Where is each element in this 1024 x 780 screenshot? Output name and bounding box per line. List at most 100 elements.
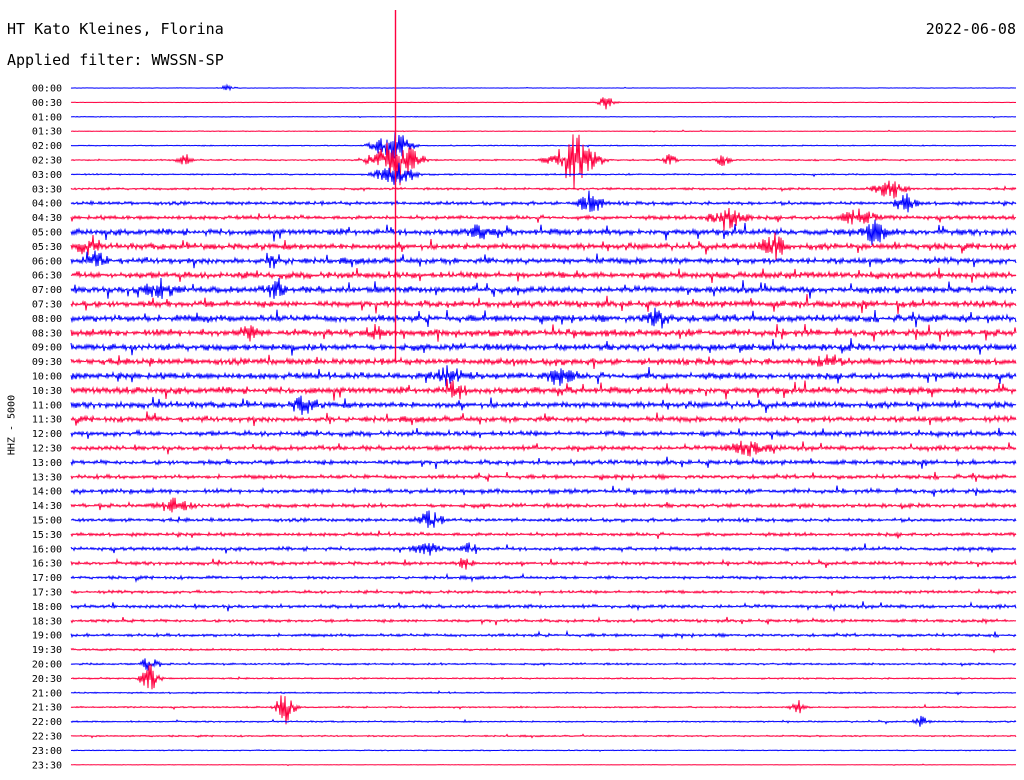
- trace-row-2200: [70, 715, 1017, 727]
- time-tick-label: 21:30: [32, 703, 62, 714]
- time-tick-label: 01:00: [32, 112, 62, 123]
- trace-row-0100: [70, 115, 1017, 119]
- time-tick-label: 00:30: [32, 98, 62, 109]
- time-tick-label: 04:30: [32, 213, 62, 224]
- trace-row-0800: [70, 307, 1017, 329]
- trace-row-1530: [70, 530, 1017, 539]
- trace-row-0830: [70, 323, 1017, 342]
- trace-row-0730: [70, 294, 1017, 314]
- time-tick-label: 20:00: [32, 660, 62, 671]
- time-tick-label: 19:30: [32, 645, 62, 656]
- time-tick-label: 15:30: [32, 530, 62, 541]
- trace-row-1130: [70, 411, 1017, 427]
- trace-row-0700: [70, 277, 1017, 299]
- time-tick-label: 15:00: [32, 516, 62, 527]
- trace-row-0030: [70, 97, 1017, 110]
- time-tick-label: 10:30: [32, 386, 62, 397]
- trace-row-1030: [70, 378, 1017, 401]
- time-tick-label: 11:30: [32, 415, 62, 426]
- trace-row-0500: [70, 219, 1017, 246]
- trace-row-0530: [70, 232, 1017, 260]
- time-tick-label: 19:00: [32, 631, 62, 642]
- trace-row-1230: [70, 440, 1017, 457]
- time-tick-label: 12:30: [32, 444, 62, 455]
- trace-row-1100: [70, 395, 1017, 415]
- time-tick-label: 05:30: [32, 242, 62, 253]
- time-tick-label: 09:00: [32, 343, 62, 354]
- trace-row-0900: [70, 338, 1017, 356]
- trace-row-1300: [70, 456, 1017, 469]
- time-tick-label: 02:30: [32, 156, 62, 167]
- time-tick-label: 04:00: [32, 199, 62, 210]
- time-tick-label: 22:30: [32, 732, 62, 743]
- trace-row-1000: [70, 365, 1017, 387]
- time-tick-label: 09:30: [32, 357, 62, 368]
- time-tick-label: 08:30: [32, 328, 62, 339]
- time-tick-label: 13:00: [32, 458, 62, 469]
- time-tick-label: 17:30: [32, 588, 62, 599]
- time-tick-label: 10:00: [32, 372, 62, 383]
- time-tick-label: 03:00: [32, 170, 62, 181]
- trace-row-1330: [70, 471, 1017, 482]
- trace-row-0230: [70, 134, 1017, 189]
- trace-row-2030: [70, 664, 1017, 690]
- trace-row-0200: [70, 132, 1017, 166]
- trace-row-0600: [70, 250, 1017, 269]
- filter-label: Applied filter: WWSSN-SP: [7, 51, 224, 69]
- trace-row-1600: [70, 542, 1017, 556]
- time-tick-label: 14:00: [32, 487, 62, 498]
- time-tick-label: 16:00: [32, 544, 62, 555]
- trace-row-1630: [70, 557, 1017, 570]
- time-tick-label: 12:00: [32, 429, 62, 440]
- time-tick-label: 00:00: [32, 84, 62, 95]
- trace-row-1930: [70, 647, 1017, 654]
- time-tick-label: 13:30: [32, 472, 62, 483]
- trace-row-1200: [70, 427, 1017, 440]
- time-tick-label: 08:00: [32, 314, 62, 325]
- time-tick-label: 05:00: [32, 228, 62, 239]
- trace-row-2130: [70, 695, 1017, 725]
- trace-row-1430: [70, 497, 1017, 513]
- trace-row-0300: [71, 162, 1017, 185]
- trace-row-2330: [70, 763, 1016, 767]
- time-tick-label: 03:30: [32, 184, 62, 195]
- time-tick-label: 06:00: [32, 256, 62, 267]
- trace-row-1400: [70, 485, 1017, 497]
- station-title: HT Kato Kleines, Florina: [7, 20, 224, 38]
- time-tick-label: 11:00: [32, 400, 62, 411]
- time-tick-label: 20:30: [32, 674, 62, 685]
- trace-row-0130: [71, 129, 1017, 133]
- trace-row-1800: [70, 601, 1017, 612]
- trace-row-2000: [70, 658, 1017, 671]
- trace-row-1830: [70, 616, 1017, 626]
- time-tick-label: 17:00: [32, 573, 62, 584]
- trace-row-0630: [70, 267, 1017, 284]
- time-tick-label: 18:30: [32, 616, 62, 627]
- trace-row-0330: [70, 180, 1017, 199]
- trace-row-1730: [70, 588, 1017, 597]
- time-tick-label: 18:00: [32, 602, 62, 613]
- time-tick-label: 02:00: [32, 141, 62, 152]
- date-label: 2022-06-08: [925, 20, 1016, 38]
- trace-row-2100: [70, 690, 1017, 696]
- trace-row-2300: [70, 749, 1017, 753]
- time-tick-label: 21:00: [32, 688, 62, 699]
- time-tick-label: 23:00: [32, 746, 62, 757]
- trace-row-1900: [70, 629, 1017, 640]
- time-tick-label: 01:30: [32, 127, 62, 138]
- trace-row-0930: [70, 354, 1017, 370]
- time-tick-label: 06:30: [32, 271, 62, 282]
- time-tick-label: 14:30: [32, 501, 62, 512]
- seismic-traces: [70, 10, 1017, 767]
- time-tick-label: 22:00: [32, 717, 62, 728]
- trace-row-0400: [70, 190, 1017, 213]
- time-tick-labels: 00:00 00:30 01:00 01:30 02:00 02:30 03:00 03:30…: [32, 84, 62, 772]
- trace-row-0430: [70, 207, 1017, 231]
- time-tick-label: 23:30: [32, 760, 62, 771]
- time-tick-label: 07:00: [32, 285, 62, 296]
- time-tick-label: 07:30: [32, 300, 62, 311]
- trace-row-1700: [70, 572, 1017, 583]
- time-tick-label: 16:30: [32, 559, 62, 570]
- trace-row-1500: [70, 510, 1017, 528]
